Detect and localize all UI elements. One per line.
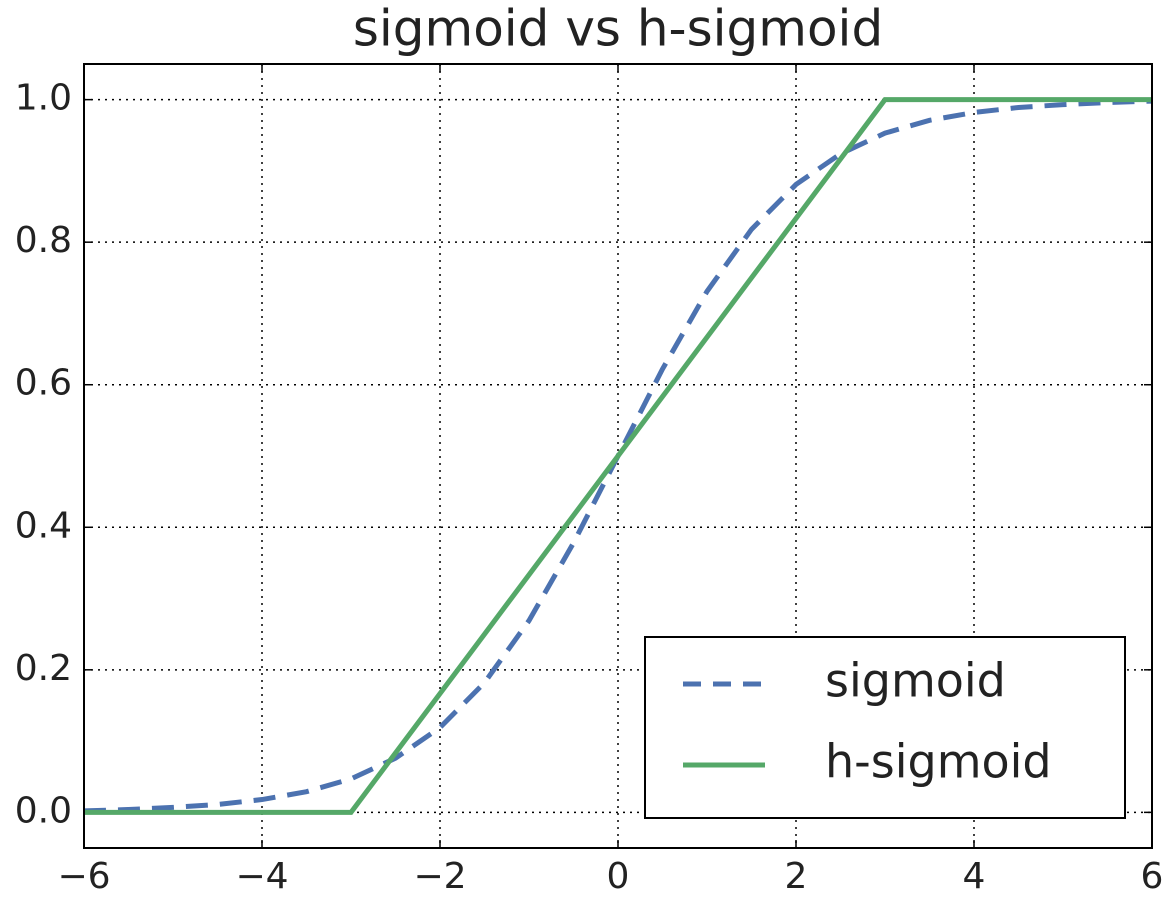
y-tick-label: 0.8	[15, 220, 72, 261]
y-tick-label: 1.0	[15, 78, 72, 119]
y-tick-label: 0.0	[15, 790, 72, 831]
y-tick-label: 0.4	[15, 505, 72, 546]
x-tick-label: 0	[607, 856, 630, 897]
y-tick-label: 0.2	[15, 648, 72, 689]
x-tick-label: 4	[963, 856, 986, 897]
legend-label: h-sigmoid	[825, 735, 1052, 789]
x-tick-label: 2	[785, 856, 808, 897]
x-tick-label: −6	[57, 856, 110, 897]
legend-label: sigmoid	[825, 654, 1006, 708]
plot-frame	[83, 63, 1153, 849]
x-tick-label: 6	[1141, 856, 1164, 897]
x-tick-label: −4	[235, 856, 288, 897]
legend-box	[644, 636, 1126, 819]
y-tick-label: 0.6	[15, 363, 72, 404]
x-tick-label: −2	[413, 856, 466, 897]
chart-title: sigmoid vs h-sigmoid	[353, 0, 883, 58]
line-series	[84, 97, 1152, 815]
